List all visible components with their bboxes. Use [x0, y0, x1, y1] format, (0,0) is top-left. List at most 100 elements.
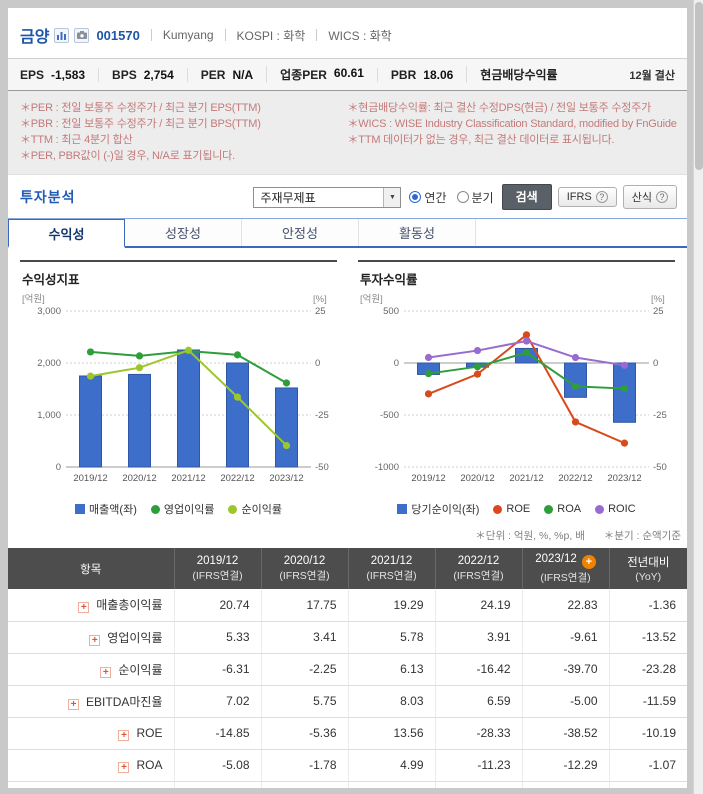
- value-cell: 24.19: [435, 589, 523, 622]
- statement-select[interactable]: 주재무제표 ▼: [253, 186, 402, 208]
- quarter-radio[interactable]: [456, 191, 469, 203]
- ifrs-label: IFRS: [566, 191, 592, 203]
- line-legend-marker: [544, 504, 554, 514]
- tab-활동성[interactable]: 활동성: [359, 219, 476, 246]
- svg-text:2023/12: 2023/12: [607, 473, 641, 484]
- table-header-row: 항목 2019/12 (IFRS연결) 2020/12 (IFRS연결) 2021/12…: [8, 548, 687, 589]
- analysis-header: 투자분석 주재무제표 ▼ 연간 분기 검색 IFRS ? 산식 ?: [8, 175, 687, 218]
- divider: [150, 29, 152, 41]
- value-cell: 8.03: [348, 685, 436, 718]
- value-cell: -11.59: [609, 685, 687, 718]
- row-label-cell: + EBITDA마진율: [8, 685, 175, 718]
- financial-ratio-table: 항목 2019/12 (IFRS연결) 2020/12 (IFRS연결) 2021/12…: [8, 548, 687, 788]
- legend-item: ROA: [544, 503, 581, 515]
- bar-legend-marker: [75, 504, 86, 514]
- camera-icon[interactable]: [74, 27, 90, 43]
- value-cell: -13.52: [609, 621, 687, 654]
- value-cell: 6.13: [348, 653, 436, 686]
- column-sub: (IFRS연결): [453, 569, 504, 582]
- footnote-line: ＊TTM : 최근 4분기 합산: [20, 134, 133, 146]
- column-year: 2023/12 +: [523, 553, 609, 569]
- annual-radio[interactable]: [409, 191, 422, 203]
- stat-label: PER: [200, 67, 226, 82]
- svg-text:-25: -25: [315, 410, 329, 421]
- stock-header: 금양 001570 Kumyang KOSPI : 화학 WICS : 화학: [8, 8, 687, 58]
- stock-name: 금양: [20, 29, 50, 46]
- year-column-header: 2021/12 (IFRS연결): [348, 548, 436, 589]
- svg-text:-500: -500: [380, 410, 399, 421]
- svg-text:2020/12: 2020/12: [460, 473, 494, 484]
- 투자수익률-svg: 500 250 0-500 -25-1000 -50[억원] [%]2019/12 2020…: [360, 293, 667, 484]
- svg-text:-50: -50: [315, 462, 329, 473]
- expand-row-icon[interactable]: +: [118, 761, 130, 773]
- returns-chart: 500 25 0 0 -500 -25 -1000 -50 [억원] [%] 2019/12 2020…: [358, 293, 675, 498]
- legend-item: ROE: [493, 503, 530, 515]
- value-cell: 6.59: [435, 685, 523, 718]
- value-cell: 13.56: [348, 717, 436, 750]
- expand-row-icon[interactable]: +: [68, 698, 80, 710]
- chart-title: 수익성지표: [20, 260, 337, 293]
- value-cell: -2.25: [261, 653, 349, 686]
- chart-legend: 매출액(좌) 영업이익률 순이익률: [20, 498, 337, 523]
- row-label-cell: + ROE: [8, 717, 175, 750]
- ifrs-help-button[interactable]: IFRS ?: [557, 187, 617, 207]
- svg-text:-1000: -1000: [375, 462, 399, 473]
- legend-item: ROIC: [595, 503, 636, 515]
- column-sub: (IFRS연결): [540, 571, 591, 584]
- tab-안정성[interactable]: 안정성: [242, 219, 359, 246]
- svg-text:25: 25: [315, 306, 326, 317]
- column-year: 2019/12: [196, 554, 239, 567]
- svg-text:[억원]: [억원]: [360, 293, 383, 305]
- table-row: +ROIC2.655.9810.562.63-1.11-3.74: [8, 781, 687, 788]
- year-column-header: 2023/12 + (IFRS연결): [522, 548, 610, 589]
- formula-help-button[interactable]: 산식 ?: [622, 185, 677, 209]
- tab-성장성[interactable]: 성장성: [125, 219, 242, 246]
- table-row: + ROA -5.08 -1.78 4.99 -11.23 -12.29 -1.07: [8, 749, 687, 782]
- column-year: 전년대비: [627, 557, 670, 569]
- expand-row-icon[interactable]: +: [100, 666, 112, 678]
- year-column-header: 2020/12 (IFRS연결): [261, 548, 349, 589]
- svg-text:0: 0: [315, 358, 320, 369]
- tab-수익성[interactable]: 수익성: [8, 219, 125, 248]
- column-sub: (IFRS연결): [366, 569, 417, 582]
- value-cell: 4.99: [348, 749, 436, 782]
- stats-bar: EPS -1,583 BPS 2,754 PER N/A 업종PER 60.61 PBR 18.0…: [8, 58, 687, 91]
- stat-label: 현금배당수익률: [480, 68, 558, 82]
- value-cell: -39.70: [522, 653, 610, 686]
- item-column-header: 항목: [8, 548, 175, 589]
- search-button[interactable]: 검색: [501, 184, 552, 210]
- returns-panel: 투자수익률 500 25 0 0 -500 -25 -1000 -50 [억원] [%] 2019/…: [358, 260, 675, 523]
- svg-text:2023/12: 2023/12: [269, 473, 303, 484]
- column-year: 2021/12: [370, 554, 413, 567]
- value-cell: -5.36: [261, 717, 349, 750]
- column-sub: (IFRS연결): [279, 569, 330, 582]
- value-cell: -14.85: [174, 717, 262, 750]
- section-title: 투자분석: [20, 189, 76, 205]
- camera-glyph: [76, 31, 87, 39]
- footnote-line: ＊PBR : 전일 보통주 수정주가 / 최근 분기 BPS(TTM): [20, 118, 261, 130]
- value-cell: -1.78: [261, 749, 349, 782]
- scrollbar-thumb[interactable]: [695, 2, 703, 170]
- chart-title: 투자수익률: [358, 260, 675, 293]
- expand-row-icon[interactable]: +: [118, 729, 130, 741]
- scrollbar-track[interactable]: [693, 0, 703, 794]
- expand-row-icon[interactable]: +: [89, 634, 101, 646]
- quarter-radio-label: 분기: [471, 190, 494, 205]
- stat-value: 2,754: [143, 67, 174, 82]
- bar-chart-glyph: [57, 31, 67, 40]
- 수익성지표-svg: 3,000 25 2,000 0 1,000 -25 0 -50 [억원] [%] 2019/12 2…: [22, 293, 329, 484]
- value-cell: -6.31: [174, 653, 262, 686]
- stat-item: 현금배당수익률: [466, 66, 570, 83]
- line-legend-marker: [228, 504, 238, 514]
- value-cell: -28.33: [435, 717, 523, 750]
- annual-radio-group: 연간: [409, 189, 447, 206]
- expand-row-icon[interactable]: +: [78, 602, 90, 614]
- add-column-button[interactable]: +: [581, 554, 596, 569]
- row-label-cell: + 영업이익률: [8, 621, 175, 654]
- row-label-cell: +ROIC: [8, 781, 175, 788]
- svg-text:0: 0: [56, 462, 61, 473]
- mini-chart-icon[interactable]: [54, 27, 70, 43]
- value-cell: 17.75: [261, 589, 349, 622]
- market-sector: KOSPI : 화학: [236, 28, 306, 43]
- svg-text:2019/12: 2019/12: [411, 473, 445, 484]
